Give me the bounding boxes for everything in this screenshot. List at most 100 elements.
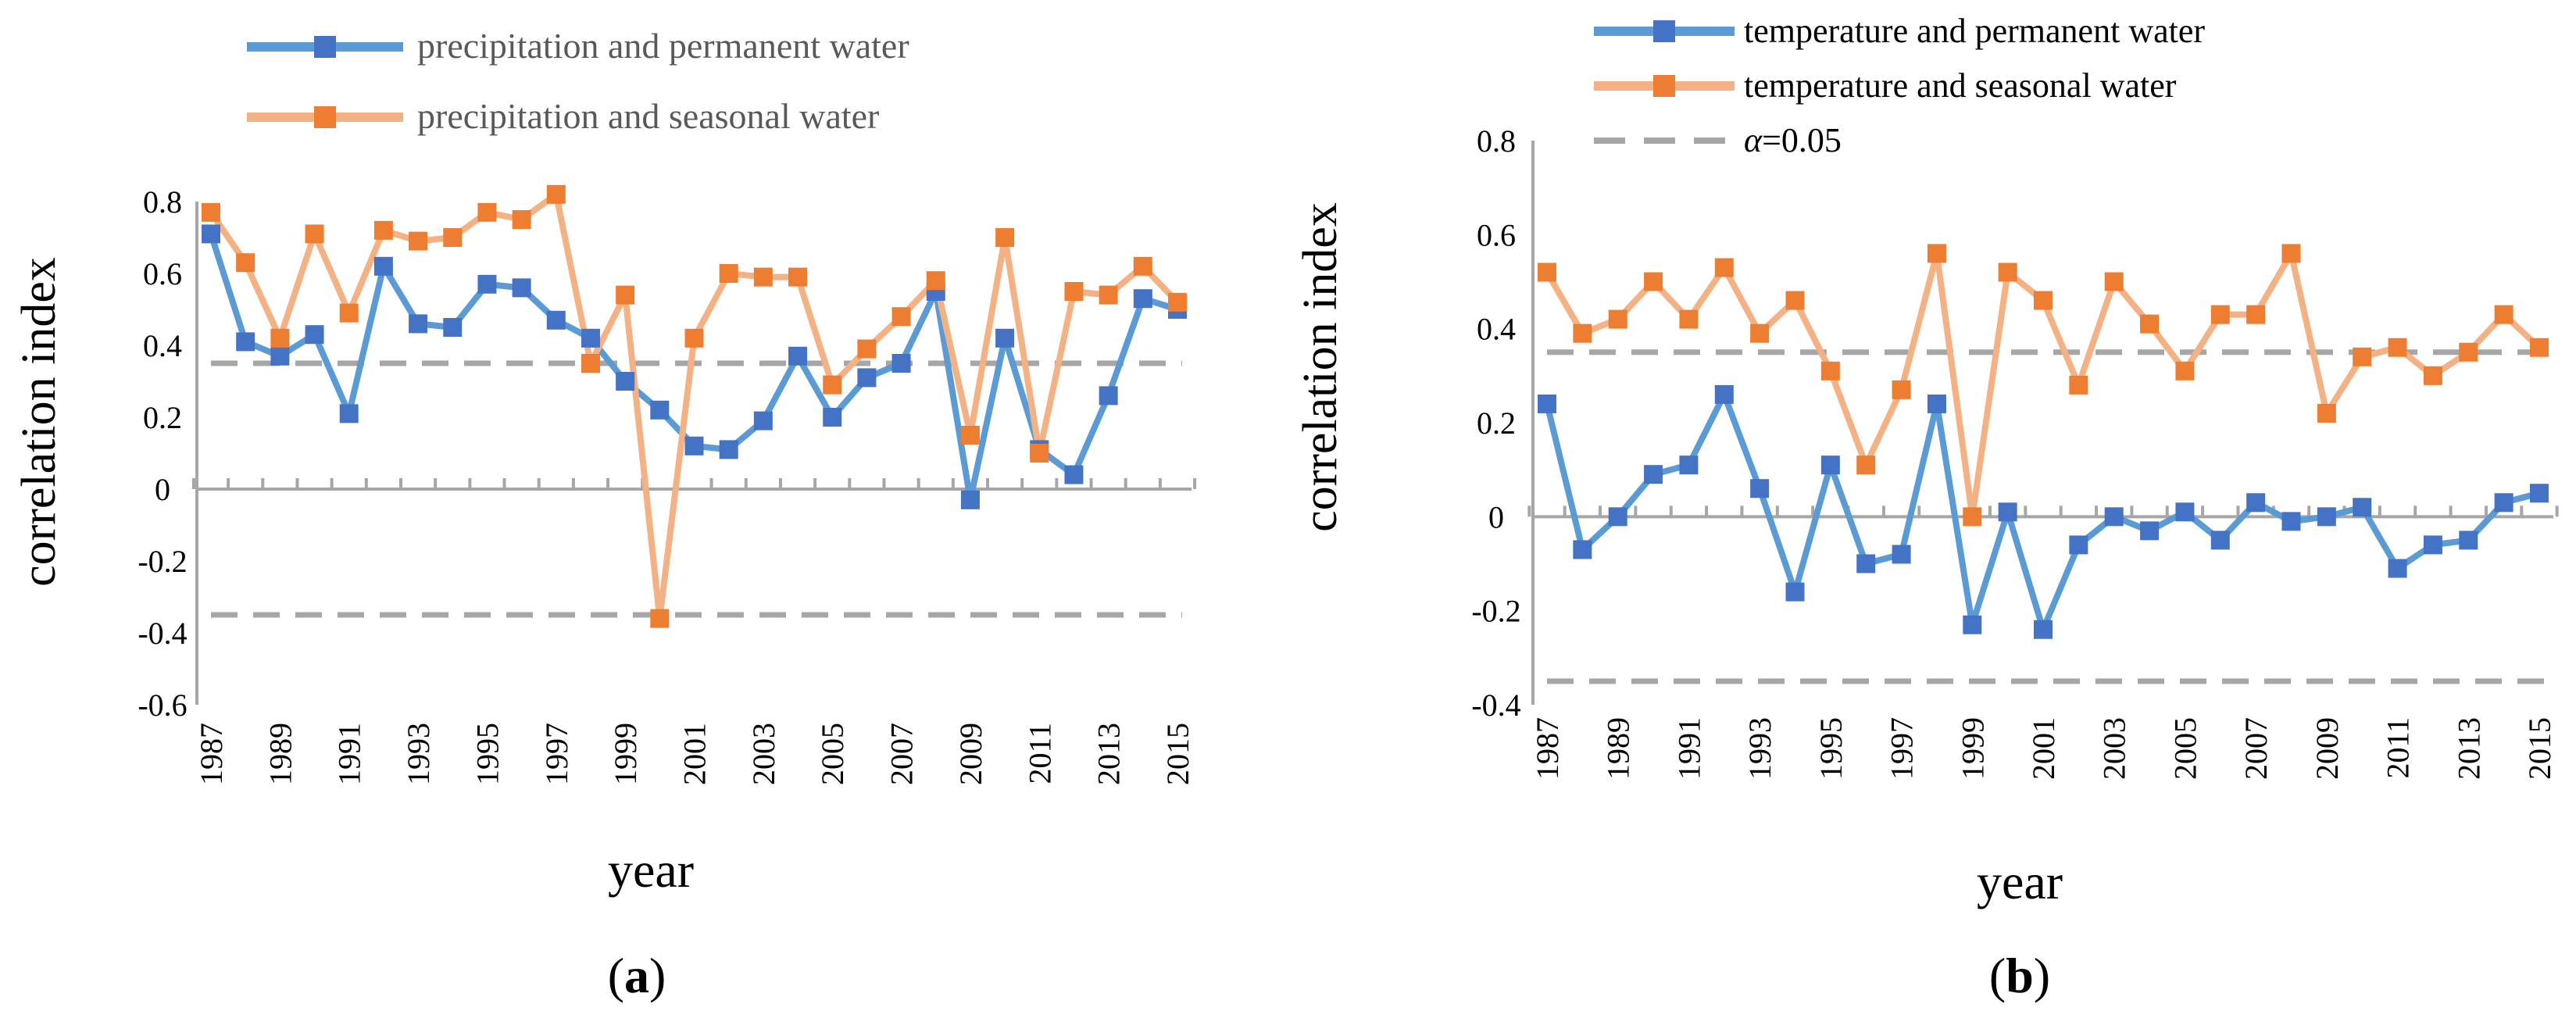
legend-a-orange-marker: [314, 106, 336, 128]
data-point-blue: [1644, 465, 1663, 484]
legend-b-blue-label: temperature and permanent water: [1744, 12, 2205, 50]
data-point-blue: [1927, 394, 1946, 413]
data-point-blue: [546, 310, 566, 330]
data-point-blue: [1892, 545, 1911, 564]
data-point-blue: [2246, 493, 2266, 513]
data-point-orange: [995, 228, 1015, 247]
data-point-blue: [339, 404, 359, 423]
legend-b-threshold-label: α=0.05: [1744, 121, 1842, 159]
x-tick-label: 1993: [401, 723, 436, 785]
panel-a-y-tick-labels: 0.8 0.6 0.4 0.2 0 -0.2 -0.4 -0.6: [138, 184, 187, 723]
x-tick-label: 2007: [2238, 717, 2274, 780]
data-point-orange: [616, 285, 635, 305]
x-tick-label: 1997: [1885, 717, 1920, 780]
data-point-blue: [650, 400, 670, 420]
x-tick-label: 1995: [1813, 717, 1849, 780]
data-point-orange: [339, 303, 359, 323]
data-point-blue: [960, 490, 980, 509]
data-point-orange: [236, 253, 255, 273]
data-point-blue: [857, 368, 877, 388]
data-point-blue: [443, 318, 463, 337]
y-tick-label: 0.8: [143, 184, 182, 220]
legend-b-blue-marker: [1653, 20, 1675, 42]
y-tick-label: 0: [155, 472, 170, 507]
data-point-blue: [2034, 620, 2053, 639]
data-point-blue: [2210, 531, 2230, 550]
data-point-blue: [2175, 502, 2195, 522]
panel-b-axes: [1527, 141, 2559, 705]
data-point-orange: [1963, 507, 1982, 527]
panel-a-x-axis-title: year: [608, 842, 694, 898]
data-point-orange: [2140, 314, 2160, 334]
data-point-blue: [823, 408, 842, 427]
series-line-blue: [1544, 391, 2541, 633]
data-point-blue: [2353, 498, 2372, 517]
data-point-blue: [1608, 507, 1627, 527]
panel-b-y-axis-title: correlation index: [1294, 202, 1347, 532]
legend-a-blue-label: precipitation and permanent water: [417, 26, 909, 66]
x-tick-label: 2009: [953, 723, 988, 785]
panel-b-legend: temperature and permanent water temperat…: [1594, 12, 2205, 159]
panel-a-legend: precipitation and permanent water precip…: [247, 26, 909, 136]
panel-b: temperature and permanent water temperat…: [1294, 12, 2559, 1003]
data-point-blue: [1133, 289, 1152, 309]
x-tick-label: 2013: [2451, 717, 2486, 780]
data-point-orange: [1168, 292, 1187, 312]
data-point-blue: [409, 314, 428, 334]
y-tick-label: 0.8: [1477, 123, 1516, 159]
data-point-blue: [1750, 479, 1770, 498]
x-tick-label: 1999: [1955, 717, 1990, 780]
data-point-blue: [477, 274, 497, 294]
data-point-orange: [546, 184, 566, 204]
x-tick-label: 2015: [2522, 717, 2557, 780]
x-tick-label: 2005: [815, 723, 850, 785]
data-point-orange: [2494, 305, 2513, 324]
data-point-blue: [891, 354, 911, 373]
data-point-orange: [1030, 444, 1049, 463]
data-point-blue: [2530, 484, 2549, 503]
panel-b-x-axis-title: year: [1977, 854, 2063, 909]
data-point-blue: [1785, 582, 1805, 602]
data-point-orange: [477, 202, 497, 222]
data-point-blue: [753, 411, 773, 430]
x-tick-label: 2011: [1022, 723, 1057, 784]
data-point-orange: [1750, 323, 1770, 343]
data-point-blue: [995, 328, 1015, 348]
data-point-blue: [1856, 554, 1876, 573]
legend-b-orange-label: temperature and seasonal water: [1744, 66, 2177, 105]
data-point-orange: [2388, 338, 2407, 357]
data-point-orange: [305, 224, 324, 244]
legend-b-orange-marker: [1653, 75, 1675, 97]
x-tick-label: 2011: [2381, 717, 2416, 779]
data-point-orange: [512, 210, 531, 229]
y-tick-label: -0.4: [1471, 688, 1520, 723]
y-tick-label: 0.6: [1477, 217, 1516, 252]
x-tick-label: 2001: [677, 723, 713, 785]
data-point-orange: [2423, 366, 2442, 385]
data-point-blue: [512, 278, 531, 298]
data-point-orange: [202, 202, 220, 222]
data-point-orange: [788, 267, 808, 287]
y-tick-label: -0.4: [138, 616, 187, 651]
x-tick-label: 2015: [1160, 723, 1195, 785]
x-tick-label: 1995: [470, 723, 505, 785]
data-point-blue: [1538, 394, 1556, 413]
y-tick-label: -0.6: [138, 688, 187, 723]
x-tick-label: 2009: [2310, 717, 2345, 780]
panel-a: precipitation and permanent water precip…: [13, 26, 1197, 1003]
x-tick-label: 1991: [1671, 717, 1706, 780]
data-point-orange: [2034, 291, 2053, 310]
data-point-orange: [719, 264, 738, 283]
y-tick-label: -0.2: [138, 544, 187, 579]
data-point-orange: [2353, 347, 2372, 366]
data-point-blue: [1714, 384, 1734, 404]
y-tick-label: 0.2: [1477, 405, 1516, 441]
y-tick-label: 0: [1488, 499, 1504, 534]
panel-a-threshold-lines: [211, 360, 1182, 618]
y-tick-label: 0.4: [1477, 312, 1516, 347]
y-tick-label: 0.2: [143, 400, 182, 435]
data-point-orange: [2459, 342, 2478, 362]
panel-a-x-tick-labels: 1987 1989 1991 1993 1995 1997 1999 2001 2003 2005…: [194, 723, 1195, 785]
data-point-orange: [2210, 305, 2230, 324]
y-tick-label: 0.6: [143, 256, 182, 291]
